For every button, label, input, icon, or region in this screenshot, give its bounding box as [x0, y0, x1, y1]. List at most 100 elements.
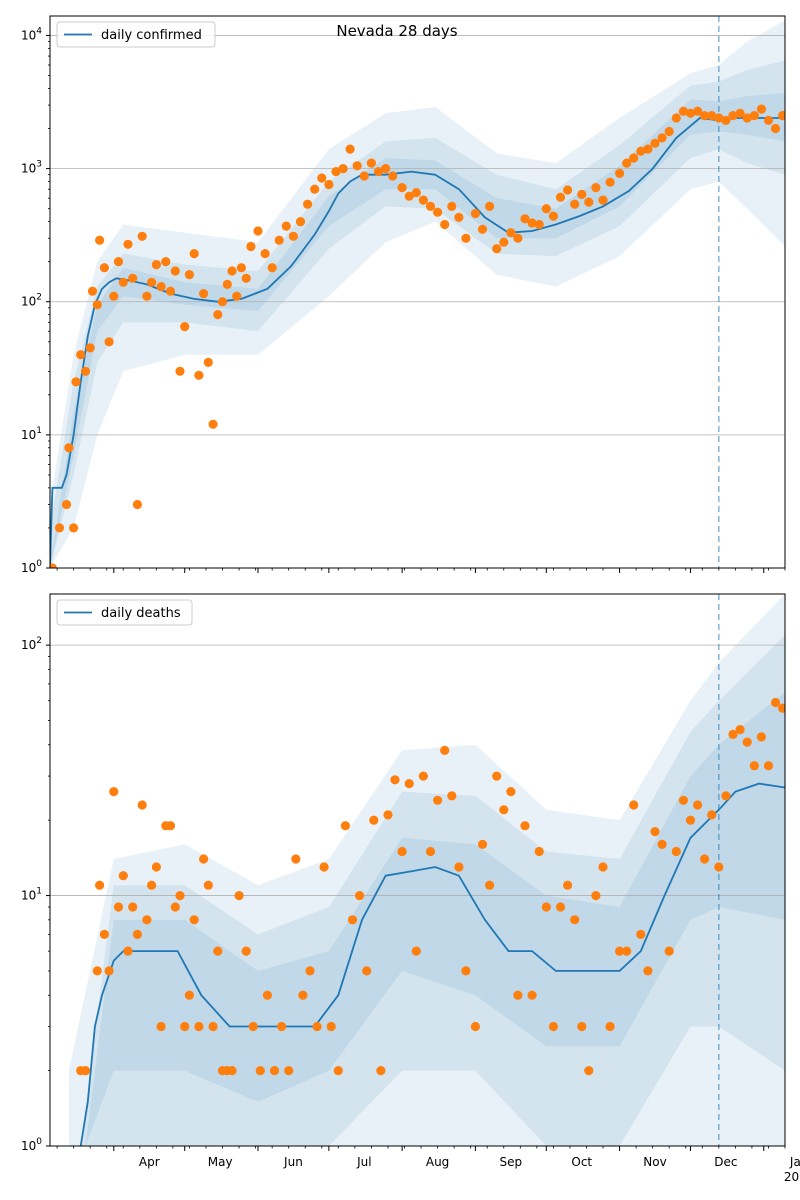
- data-point: [128, 902, 138, 912]
- data-point: [295, 217, 306, 227]
- data-point: [671, 846, 681, 857]
- data-point: [605, 177, 615, 187]
- data-point: [227, 266, 237, 276]
- data-point: [255, 1066, 265, 1076]
- data-point: [54, 523, 65, 533]
- data-point: [50, 563, 57, 568]
- data-point: [629, 153, 639, 163]
- data-point: [269, 1066, 280, 1076]
- data-point: [513, 233, 523, 243]
- data-point: [555, 902, 566, 912]
- y-tick-label: 101: [21, 426, 42, 442]
- data-point: [485, 880, 495, 890]
- data-point: [310, 184, 320, 194]
- data-point: [165, 286, 176, 296]
- data-point: [591, 183, 601, 193]
- data-point: [137, 800, 147, 810]
- data-point: [527, 218, 537, 228]
- data-point: [411, 946, 421, 956]
- data-point: [454, 862, 464, 872]
- data-point: [721, 115, 731, 125]
- data-point: [671, 113, 681, 123]
- y-tick-label: 101: [21, 887, 42, 903]
- data-point: [189, 915, 199, 925]
- data-point: [563, 185, 573, 195]
- data-point: [189, 249, 199, 259]
- data-point: [303, 199, 313, 209]
- band-inner: [50, 92, 785, 568]
- x-tick-label: Oct: [571, 1155, 592, 1169]
- data-point: [605, 1021, 615, 1032]
- data-point: [636, 146, 646, 156]
- data-point: [678, 795, 689, 805]
- data-point: [615, 168, 625, 178]
- data-point: [128, 273, 138, 283]
- data-point: [184, 990, 194, 1000]
- data-point: [678, 106, 689, 116]
- figure-title: Nevada 28 days: [336, 22, 457, 40]
- data-point: [548, 1021, 559, 1032]
- data-point: [80, 1066, 91, 1076]
- data-point: [355, 891, 365, 901]
- x-tick-label: Nov: [643, 1155, 666, 1169]
- data-point: [643, 966, 653, 976]
- data-point: [123, 946, 133, 956]
- data-point: [763, 115, 774, 125]
- data-point: [461, 233, 471, 243]
- data-point: [577, 1021, 587, 1032]
- data-point: [756, 104, 767, 114]
- data-point: [492, 771, 502, 781]
- axes-frame: [49, 593, 786, 1147]
- data-point: [61, 499, 72, 510]
- data-point: [636, 929, 646, 940]
- data-point: [520, 821, 530, 831]
- data-point: [440, 219, 450, 230]
- data-point: [700, 111, 710, 121]
- series-line: [50, 117, 785, 568]
- deaths-panel: 100 101 102 Apr May Jun Jul Aug Sep Oct Nov Dec Jan2…: [21, 593, 800, 1184]
- data-point: [156, 1021, 166, 1032]
- data-point: [326, 1021, 336, 1032]
- data-point: [165, 821, 176, 831]
- data-point: [477, 839, 488, 850]
- data-point: [194, 370, 204, 380]
- data-point: [175, 366, 185, 376]
- data-point: [749, 111, 759, 121]
- data-point: [749, 761, 759, 771]
- y-tick-label: 104: [21, 26, 42, 42]
- data-point: [338, 164, 348, 174]
- data-point: [118, 871, 128, 881]
- confirmed-panel: 100 101 102 103 104 daily confirmed: [21, 15, 786, 575]
- data-point: [622, 158, 632, 168]
- data-point: [693, 106, 703, 116]
- data-point: [721, 791, 731, 801]
- data-point: [591, 891, 601, 901]
- data-point: [433, 207, 443, 217]
- data-point: [425, 846, 436, 857]
- data-point: [142, 291, 152, 301]
- data-point: [499, 237, 509, 247]
- x-tick-label: Jun: [283, 1155, 303, 1169]
- data-point: [109, 291, 119, 301]
- data-point: [333, 1066, 343, 1076]
- data-point: [312, 1021, 322, 1032]
- data-point: [199, 854, 209, 864]
- y-tick-label: 103: [21, 160, 42, 176]
- data-point: [425, 201, 436, 211]
- data-point: [742, 113, 752, 123]
- data-point: [260, 249, 270, 259]
- data-point: [584, 197, 594, 207]
- data-point: [778, 703, 785, 713]
- data-point: [267, 263, 277, 273]
- data-point: [347, 915, 358, 925]
- x-tick-label: Jan: [789, 1155, 800, 1169]
- data-point: [650, 138, 660, 148]
- data-point: [440, 745, 450, 756]
- data-point: [376, 1066, 386, 1076]
- data-point: [770, 697, 781, 708]
- band-middle: [50, 60, 785, 568]
- y-tick-label: 100: [21, 559, 42, 575]
- data-point: [598, 195, 608, 205]
- data-point: [570, 199, 580, 209]
- plot-area: [50, 594, 785, 1146]
